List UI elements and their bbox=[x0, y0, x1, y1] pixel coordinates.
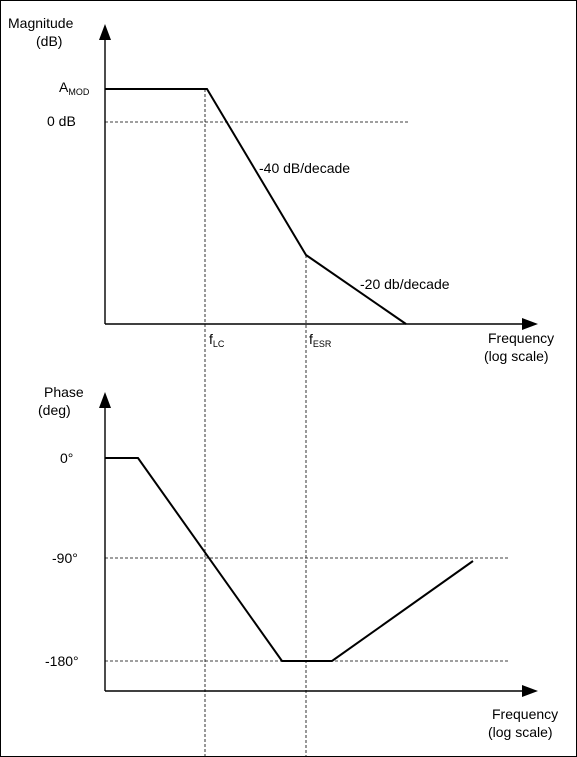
slope-label-20db: -20 db/decade bbox=[360, 276, 450, 292]
phase-curve bbox=[105, 457, 474, 662]
phase-y-axis-arrow bbox=[99, 392, 111, 408]
magnitude-axis-label-line1: Magnitude bbox=[8, 15, 74, 31]
magnitude-x-axis-arrow bbox=[522, 318, 538, 330]
phase-freq-label-line1: Frequency bbox=[492, 706, 558, 722]
magnitude-plot: Magnitude (dB) AMOD 0 dB -40 dB/decade -… bbox=[8, 15, 554, 757]
phase-tick-minus-90: -90° bbox=[52, 550, 78, 566]
phase-axis-label-line2: (deg) bbox=[38, 402, 71, 418]
phase-x-axis-arrow bbox=[522, 685, 538, 697]
fesr-label: fESR bbox=[309, 331, 332, 349]
level-amod-label: AMOD bbox=[59, 79, 90, 97]
slope-label-40db: -40 dB/decade bbox=[259, 160, 350, 176]
phase-axis-label-line1: Phase bbox=[44, 384, 84, 400]
phase-tick-0: 0° bbox=[60, 450, 73, 466]
magnitude-y-axis-arrow bbox=[99, 24, 111, 40]
level-0db-label: 0 dB bbox=[47, 113, 76, 129]
magnitude-axis-label-line2: (dB) bbox=[36, 33, 62, 49]
magnitude-freq-label-line1: Frequency bbox=[488, 330, 554, 346]
phase-freq-label-line2: (log scale) bbox=[488, 724, 553, 740]
phase-plot: Phase (deg) 0° -90° -180° Frequency (log… bbox=[38, 384, 558, 740]
magnitude-curve bbox=[105, 88, 407, 325]
flc-label: fLC bbox=[209, 331, 225, 349]
phase-tick-minus-180: -180° bbox=[45, 653, 79, 669]
magnitude-freq-label-line2: (log scale) bbox=[484, 348, 549, 364]
